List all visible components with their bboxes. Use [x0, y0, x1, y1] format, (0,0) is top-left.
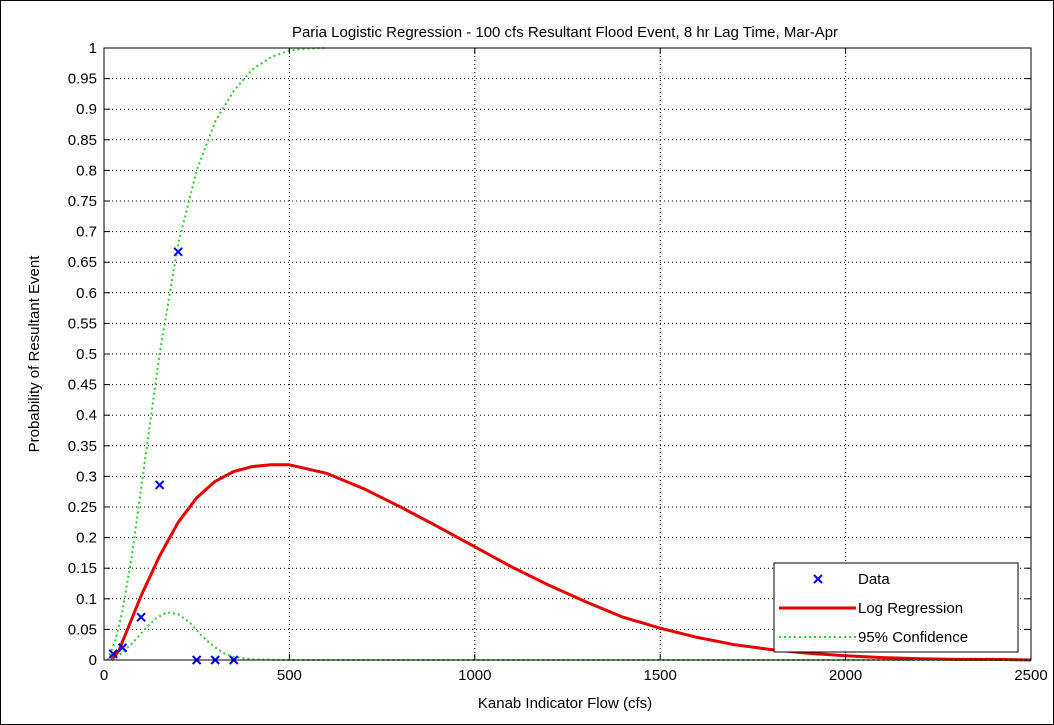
- confidence-lower-line: [110, 611, 1031, 661]
- legend-marker: [813, 574, 823, 584]
- y-tick-label: 0.4: [76, 407, 97, 424]
- y-tick-label: 0.1: [76, 591, 97, 608]
- data-point: [173, 247, 183, 257]
- data-point-stroke: [173, 247, 183, 257]
- data-point-stroke: [154, 480, 165, 490]
- y-tick-label: 0.8: [76, 162, 97, 179]
- data-point: [154, 480, 165, 490]
- legend-entry: Data: [813, 571, 890, 588]
- y-tick-label: 0.9: [76, 101, 97, 118]
- legend-label: 95% Confidence: [858, 629, 968, 646]
- chart-title: Paria Logistic Regression - 100 cfs Resu…: [292, 24, 838, 41]
- y-tick-label: 0.95: [68, 71, 97, 88]
- legend-entry: Log Regression: [779, 600, 963, 617]
- x-tick-label: 1000: [458, 667, 491, 684]
- x-tick-label: 2500: [1014, 667, 1047, 684]
- legend-entry: 95% Confidence: [779, 629, 968, 646]
- y-tick-label: 0.3: [76, 468, 97, 485]
- y-tick-label: 0.2: [76, 530, 97, 547]
- data-point: [117, 643, 128, 653]
- y-tick-label: 0.55: [68, 315, 97, 332]
- x-tick-label: 1500: [644, 667, 677, 684]
- y-tick-label: 0.35: [68, 438, 97, 455]
- y-tick-label: 1: [89, 40, 97, 57]
- regression-line: [110, 463, 1032, 662]
- data-point-stroke: [108, 649, 118, 659]
- data-point: [108, 649, 118, 659]
- series-layer: [106, 47, 1032, 665]
- y-tick-label: 0: [89, 652, 97, 669]
- y-tick-label: 0.05: [68, 621, 97, 638]
- y-tick-label: 0.75: [68, 193, 97, 210]
- y-tick-label: 0.85: [68, 132, 97, 149]
- y-axis-label: Probability of Resultant Event: [26, 255, 43, 453]
- y-tick-label: 0.5: [76, 346, 97, 363]
- x-tick-label: 500: [277, 667, 302, 684]
- legend-label: Data: [858, 571, 890, 588]
- x-axis-label: Kanab Indicator Flow (cfs): [478, 695, 652, 712]
- x-tick-label: 0: [100, 667, 108, 684]
- x-tick-label: 2000: [829, 667, 862, 684]
- y-tick-label: 0.6: [76, 285, 97, 302]
- data-point: [136, 612, 146, 622]
- y-tick-label: 0.15: [68, 560, 97, 577]
- confidence-upper-line: [106, 47, 327, 661]
- data-point-stroke: [117, 643, 128, 653]
- y-tick-label: 0.65: [68, 254, 97, 271]
- y-tick-label: 0.25: [68, 499, 97, 516]
- legend: Data Log Regression 95% Confidence: [773, 562, 1019, 653]
- y-tick-label: 0.7: [76, 224, 97, 241]
- legend-label: Log Regression: [858, 600, 963, 617]
- y-tick-label: 0.45: [68, 377, 97, 394]
- axis-layer: 0 500 1000 1500 2000 2500 0 0.05 0.1 0.15 0.2 0.25 0…: [68, 40, 1048, 684]
- data-point-stroke: [136, 612, 146, 622]
